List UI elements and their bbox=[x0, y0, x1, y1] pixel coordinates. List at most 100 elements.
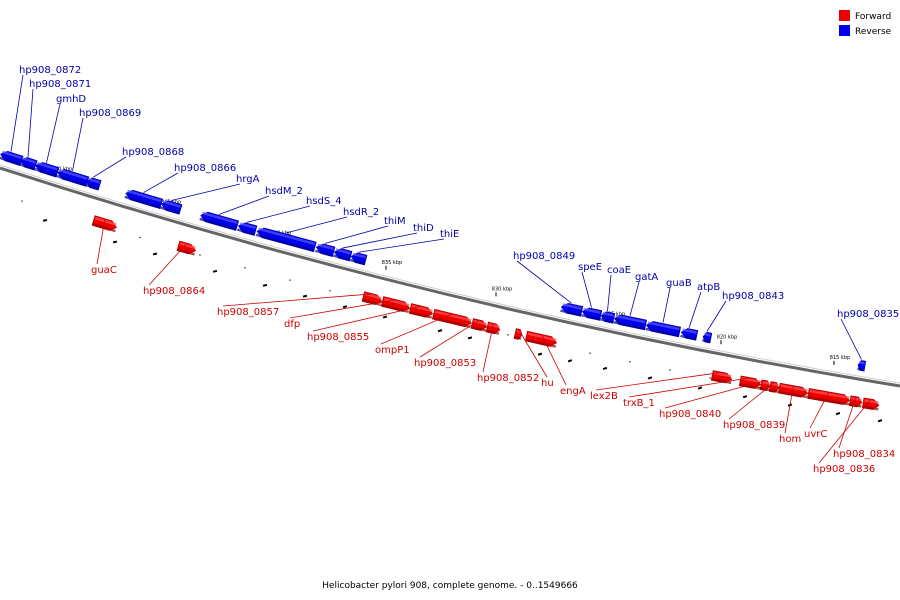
gene-label: hp908_0843 bbox=[722, 291, 784, 302]
gene-shadow bbox=[849, 403, 862, 408]
gene-block bbox=[56, 168, 90, 187]
gene-highlight bbox=[1, 150, 22, 160]
leader-line bbox=[27, 88, 34, 158]
gene-block bbox=[848, 395, 863, 408]
gene-label: hp908_0839 bbox=[723, 420, 785, 431]
gene-label: hp908_0857 bbox=[217, 307, 279, 318]
track-dot bbox=[629, 361, 631, 363]
gene-block bbox=[34, 161, 60, 178]
leader-line bbox=[312, 305, 422, 332]
gene-shadow bbox=[862, 405, 879, 411]
gene-shadow bbox=[525, 338, 557, 348]
gene-label: hsdM_2 bbox=[265, 186, 303, 197]
gene-label: hp908_0835 bbox=[837, 309, 899, 320]
track-dot bbox=[589, 352, 591, 354]
gene-shadow bbox=[236, 228, 256, 236]
gene-label: hsdS_4 bbox=[306, 196, 342, 207]
gene-highlight bbox=[258, 227, 316, 246]
gene-block bbox=[333, 248, 353, 262]
leader-line-layer bbox=[10, 74, 872, 464]
gene-block bbox=[236, 222, 258, 236]
leader-line bbox=[324, 225, 389, 244]
track-dash bbox=[112, 240, 118, 244]
gene-label: ompP1 bbox=[375, 345, 410, 356]
track-dot bbox=[244, 267, 246, 269]
gene-block bbox=[315, 243, 336, 257]
leader-line bbox=[380, 313, 453, 345]
gene-highlight bbox=[562, 303, 582, 310]
leader-line bbox=[664, 380, 766, 409]
gene-label: hp908_0866 bbox=[174, 163, 236, 174]
dash-layer bbox=[21, 200, 883, 423]
leader-line bbox=[285, 216, 348, 234]
gene-highlight bbox=[352, 252, 366, 259]
gene-shadow bbox=[778, 390, 808, 399]
leader-line bbox=[818, 398, 872, 464]
tick-label: 830 kbp bbox=[492, 286, 512, 292]
gene-block bbox=[777, 382, 809, 399]
leader-line bbox=[46, 103, 61, 163]
leader-line bbox=[607, 274, 612, 312]
gene-shadow bbox=[769, 388, 779, 393]
gene-shadow bbox=[92, 222, 116, 233]
leader-line bbox=[840, 318, 862, 360]
leader-line bbox=[784, 385, 794, 434]
gene-shadow bbox=[333, 254, 351, 262]
gene-label: guaB bbox=[666, 278, 692, 289]
gene-shadow bbox=[760, 387, 770, 392]
gene-shadow bbox=[255, 233, 315, 252]
gene-label: guaC bbox=[91, 265, 117, 276]
gene-label: hu bbox=[541, 378, 554, 389]
gene-highlight bbox=[527, 332, 557, 342]
track-dash bbox=[602, 366, 608, 371]
gene-shadow bbox=[680, 334, 697, 341]
legend-reverse-swatch bbox=[839, 25, 850, 36]
tick-label: 815 kbp bbox=[830, 355, 850, 361]
leader-line bbox=[629, 281, 640, 316]
gene-shadow bbox=[702, 339, 711, 344]
gene-block bbox=[432, 308, 472, 329]
gene-shadow bbox=[176, 248, 195, 256]
gene-highlight bbox=[434, 310, 472, 322]
track-dash bbox=[302, 294, 308, 298]
leader-line bbox=[148, 243, 188, 286]
gene-highlight bbox=[780, 384, 808, 392]
leader-line bbox=[72, 117, 84, 172]
gene-shadow bbox=[807, 395, 850, 406]
leader-line bbox=[628, 377, 751, 398]
gene-block bbox=[255, 227, 317, 253]
gene-label: hrgA bbox=[236, 174, 260, 185]
gene-label: atpB bbox=[697, 282, 720, 293]
tick-label: 825 kbp bbox=[605, 312, 625, 318]
gene-shadow bbox=[56, 174, 87, 187]
gene-block bbox=[124, 189, 164, 209]
gene-block bbox=[349, 252, 368, 266]
leader-line bbox=[706, 300, 727, 332]
gene-highlight bbox=[602, 311, 614, 317]
track-dash bbox=[742, 395, 748, 399]
gene-highlight bbox=[383, 297, 410, 307]
gene-label: speE bbox=[578, 262, 602, 273]
gene-block bbox=[159, 200, 183, 215]
leader-line bbox=[289, 299, 397, 319]
gene-shadow bbox=[613, 320, 646, 330]
gene-label: hsdR_2 bbox=[343, 207, 379, 218]
gene-shadow bbox=[471, 325, 487, 332]
track-dot bbox=[329, 290, 331, 292]
gene-block bbox=[408, 303, 434, 319]
gene-label: thiM bbox=[384, 216, 406, 227]
leader-line bbox=[688, 291, 702, 328]
gene-highlight bbox=[179, 242, 196, 250]
gene-label: dfp bbox=[284, 319, 300, 330]
gene-highlight bbox=[864, 399, 879, 404]
gene-highlight bbox=[809, 389, 850, 399]
leader-line bbox=[358, 238, 445, 253]
gene-label: hom bbox=[779, 434, 801, 445]
gene-highlight bbox=[59, 168, 88, 180]
gene-block bbox=[768, 381, 780, 393]
gene-label: engA bbox=[560, 386, 586, 397]
leader-line bbox=[10, 74, 24, 152]
genome-backbone-highlight bbox=[0, 164, 900, 384]
tick-label: 820 kbp bbox=[717, 334, 737, 340]
leader-line bbox=[222, 293, 373, 307]
